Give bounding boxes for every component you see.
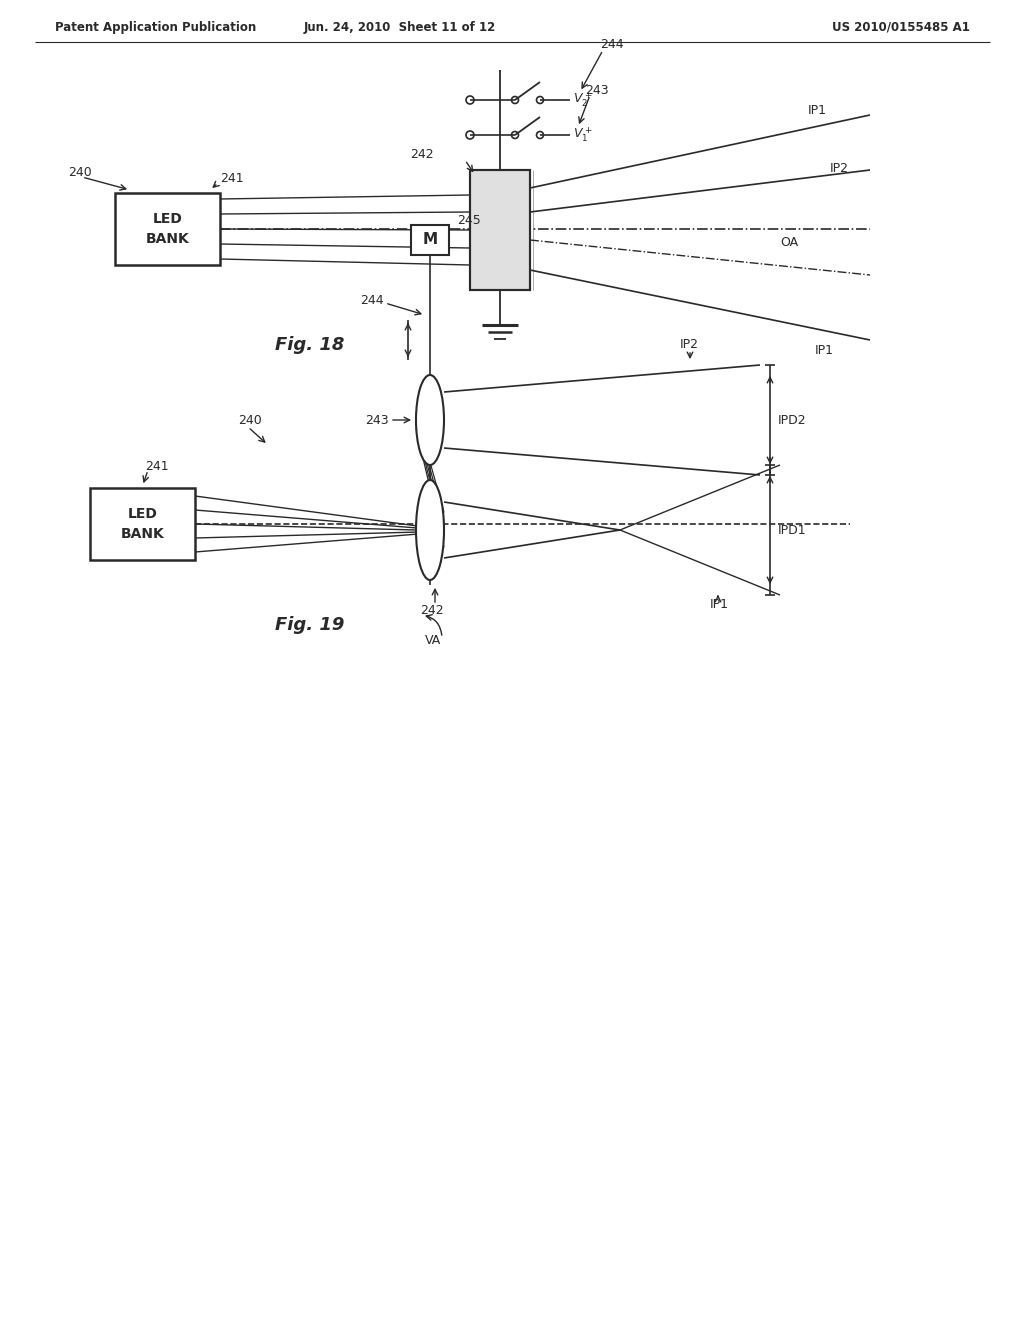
Bar (411, 224, 449, 255)
Text: $V_1^+$: $V_1^+$ (573, 125, 593, 144)
Text: 244: 244 (600, 38, 624, 51)
Text: IPD1: IPD1 (778, 524, 807, 536)
Text: IP1: IP1 (710, 598, 729, 611)
Text: BANK: BANK (145, 232, 189, 246)
Text: Jun. 24, 2010  Sheet 11 of 12: Jun. 24, 2010 Sheet 11 of 12 (304, 21, 496, 33)
Text: 241: 241 (145, 459, 169, 473)
Bar (470, 170, 530, 290)
Text: IP1: IP1 (815, 343, 834, 356)
Text: LED: LED (128, 507, 158, 521)
Text: 240: 240 (68, 165, 92, 178)
Text: 240: 240 (238, 413, 262, 426)
Text: 242: 242 (420, 603, 443, 616)
Text: IPD2: IPD2 (778, 413, 807, 426)
Text: IP1: IP1 (808, 103, 827, 116)
Ellipse shape (416, 480, 444, 579)
Bar (115, 193, 220, 265)
Text: LED: LED (153, 213, 182, 226)
Text: 241: 241 (220, 172, 244, 185)
Text: OA: OA (780, 236, 798, 249)
Bar (470, 170, 530, 290)
Text: US 2010/0155485 A1: US 2010/0155485 A1 (833, 21, 970, 33)
Text: Patent Application Publication: Patent Application Publication (55, 21, 256, 33)
Text: M: M (423, 232, 437, 248)
Text: 243: 243 (365, 413, 389, 426)
Text: $V_2^+$: $V_2^+$ (573, 91, 593, 110)
Text: 242: 242 (410, 149, 433, 161)
Text: IP2: IP2 (830, 161, 849, 174)
Text: BANK: BANK (121, 527, 165, 541)
Text: Fig. 19: Fig. 19 (275, 616, 345, 634)
Text: 244: 244 (360, 293, 384, 306)
Bar (90, 488, 195, 560)
Text: 243: 243 (585, 83, 608, 96)
Text: IP2: IP2 (680, 338, 699, 351)
Text: 245: 245 (457, 214, 480, 227)
Text: Fig. 18: Fig. 18 (275, 337, 345, 354)
Text: VA: VA (425, 634, 441, 647)
Ellipse shape (416, 375, 444, 465)
